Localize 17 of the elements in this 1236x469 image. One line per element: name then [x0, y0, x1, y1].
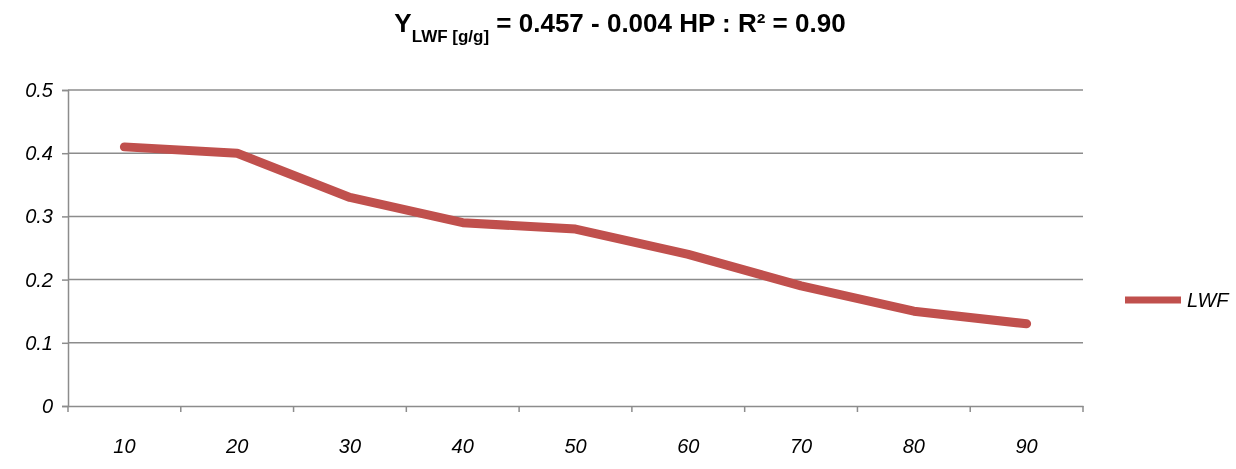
x-tick-label: 40: [451, 435, 474, 457]
y-tick-label: 0: [41, 394, 53, 417]
x-tick-label: 50: [564, 435, 587, 457]
x-tick-label: 90: [1015, 435, 1038, 457]
y-tick-label: 0.4: [25, 142, 53, 165]
y-tick-label: 0.5: [25, 78, 54, 101]
chart-title: Y$_{LWF [g/g]}$ = 0.457 - 0.004 HP : R² = 0.90: [394, 8, 846, 46]
x-tick-label: 60: [677, 435, 700, 457]
x-tick-label: 10: [113, 435, 136, 457]
y-tick-label: 0.2: [25, 268, 53, 291]
y-tick-label: 0.3: [25, 205, 53, 228]
x-tick-label: 20: [225, 435, 249, 457]
x-tick-label: 70: [789, 435, 813, 457]
x-tick-label: 80: [902, 435, 925, 457]
x-tick-label: 30: [338, 435, 362, 457]
legend-label: LWF: [1187, 289, 1231, 311]
y-tick-label: 0.1: [25, 331, 53, 354]
